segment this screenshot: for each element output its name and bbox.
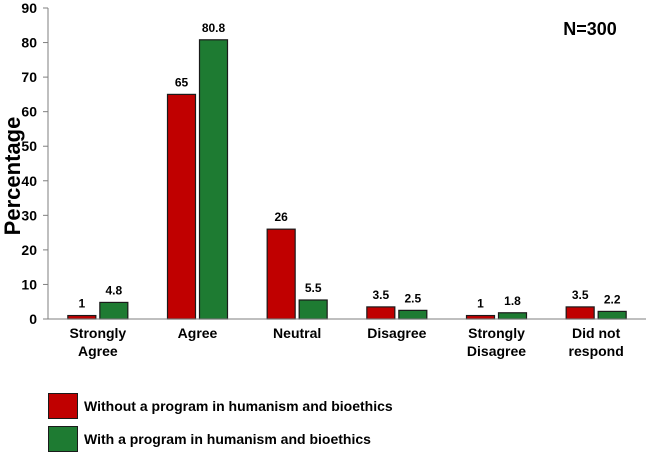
bar (398, 309, 428, 320)
bar (465, 314, 496, 320)
x-tick-label: Neutral (273, 325, 321, 341)
y-axis-title: Percentage (0, 117, 25, 236)
y-tick-label: 40 (21, 173, 37, 189)
bars: 1 4.8 65 80.8 26 5.5 3.5 2.5 1 1.8 3.5 2.2 (67, 21, 627, 320)
y-tick-label: 0 (29, 311, 37, 327)
legend-item-with-program: With a program in humanism and bioethics (48, 424, 648, 454)
bar-value-label: 65 (175, 75, 189, 89)
bar-value-label: 26 (274, 210, 288, 224)
bar (565, 306, 595, 320)
bar (67, 314, 97, 320)
bar (266, 228, 296, 320)
y-tick-label: 30 (21, 207, 37, 223)
bar (198, 39, 229, 320)
x-axis: Strongly Agree Agree Neutral Disagree Strongl… (48, 318, 646, 359)
x-tick-label: Strongly (468, 325, 525, 341)
bar-value-label: 80.8 (202, 21, 226, 35)
y-tick-label: 80 (21, 35, 37, 51)
bar-value-label: 1 (477, 297, 484, 311)
y-tick-label: 60 (21, 104, 37, 120)
y-tick-label: 20 (21, 242, 37, 258)
bar (366, 306, 396, 320)
y-tick-label: 70 (21, 69, 37, 85)
bar-value-label: 1 (78, 297, 85, 311)
x-tick-label: Agree (178, 325, 218, 341)
legend-label-without-program: Without a program in humanism and bioeth… (84, 398, 393, 414)
legend-item-without-program: Without a program in humanism and bioeth… (48, 391, 648, 421)
legend-swatch-green (48, 426, 78, 452)
bar-value-label: 3.5 (372, 288, 389, 302)
bar-value-label: 3.5 (572, 288, 589, 302)
bar (497, 312, 528, 320)
x-tick-label: Strongly (69, 325, 126, 341)
bar-value-label: 5.5 (305, 281, 322, 295)
y-tick-label: 10 (21, 276, 37, 292)
bar-value-label: 1.8 (504, 294, 521, 308)
bar (597, 310, 627, 320)
bar (298, 299, 328, 320)
x-tick-label: respond (569, 343, 624, 359)
bar-value-label: 2.5 (404, 291, 421, 305)
legend-swatch-red (48, 393, 78, 419)
x-tick-label: Disagree (467, 343, 526, 359)
sample-size-annotation: N=300 (563, 19, 617, 39)
legend-label-with-program: With a program in humanism and bioethics (84, 431, 371, 447)
x-tick-label: Did not (572, 325, 621, 341)
y-tick-label: 90 (21, 0, 37, 16)
y-axis: 0 10 20 30 40 50 60 70 80 90 (21, 0, 49, 327)
bar (99, 301, 129, 320)
bar-value-label: 4.8 (105, 283, 122, 297)
x-tick-label: Agree (78, 343, 118, 359)
x-tick-label: Disagree (367, 325, 426, 341)
bar-value-label: 2.2 (604, 292, 621, 306)
bar (166, 93, 197, 320)
y-tick-label: 50 (21, 138, 37, 154)
